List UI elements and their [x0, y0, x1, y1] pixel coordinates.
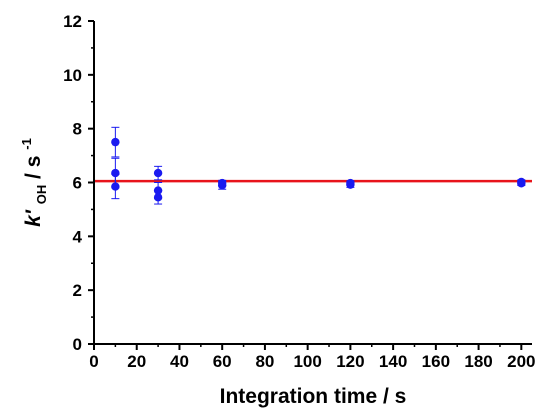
- x-tick-label: 160: [422, 352, 450, 371]
- x-tick-label: 80: [255, 352, 274, 371]
- x-tick-label: 180: [464, 352, 492, 371]
- y-axis-title-k: k': [22, 209, 45, 227]
- x-tick-label: 100: [293, 352, 321, 371]
- y-tick-label: 0: [73, 335, 82, 354]
- x-tick-label: 40: [170, 352, 189, 371]
- y-axis-title-sub: OH: [34, 185, 49, 205]
- ticks-layer: [88, 20, 523, 350]
- y-axis-title-unit: / s: [22, 156, 45, 179]
- x-tick-label: 140: [379, 352, 407, 371]
- x-axis-title: Integration time / s: [220, 385, 407, 408]
- y-axis-title-sup: -1: [19, 138, 34, 150]
- y-tick-label: 4: [73, 227, 83, 246]
- x-tick-label: 200: [507, 352, 535, 371]
- tick-labels-layer: 0 20 40 60 80 100 120 140 160 180 200 0 2 4 6 8 10 12: [63, 12, 535, 371]
- data-point: [111, 137, 120, 147]
- data-point: [153, 193, 163, 202]
- x-tick-label: 60: [213, 352, 232, 371]
- y-tick-label: 12: [63, 12, 82, 31]
- y-tick-label: 2: [73, 281, 82, 300]
- y-tick-label: 10: [63, 66, 82, 85]
- data-point: [111, 168, 120, 178]
- points-layer: [111, 126, 526, 205]
- data-point: [153, 168, 163, 178]
- data-point: [346, 178, 355, 188]
- x-tick-label: 20: [127, 352, 146, 371]
- data-point: [517, 177, 526, 187]
- data-point: [111, 182, 120, 191]
- x-tick-label: 120: [336, 352, 364, 371]
- y-tick-label: 8: [73, 120, 82, 139]
- y-axis-title: k' OH / s -1: [19, 138, 51, 227]
- x-tick-label: 0: [89, 352, 98, 371]
- data-point: [217, 178, 227, 188]
- y-tick-label: 6: [73, 174, 82, 193]
